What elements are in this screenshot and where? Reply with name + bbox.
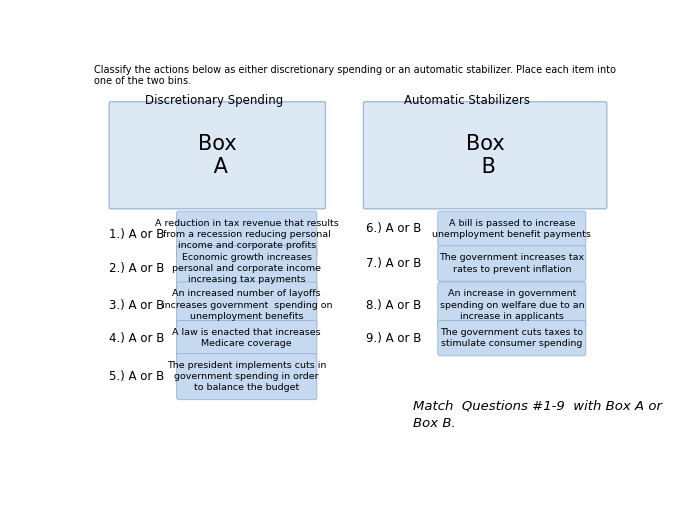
FancyBboxPatch shape [176,246,317,292]
Text: Economic growth increases
personal and corporate income
increasing tax payments: Economic growth increases personal and c… [172,253,321,284]
FancyBboxPatch shape [438,321,586,356]
Text: 5.) A or B: 5.) A or B [109,370,164,383]
Text: 8.) A or B: 8.) A or B [367,299,421,311]
Text: 4.) A or B: 4.) A or B [109,332,164,344]
Text: 3.) A or B: 3.) A or B [109,299,164,311]
Text: 2.) A or B: 2.) A or B [109,262,164,275]
Text: Automatic Stabilizers: Automatic Stabilizers [405,94,531,107]
FancyBboxPatch shape [176,354,317,400]
Text: A law is enacted that increases
Medicare coverage: A law is enacted that increases Medicare… [172,328,321,348]
Text: Classify the actions below as either discretionary spending or an automatic stab: Classify the actions below as either dis… [94,65,616,86]
FancyBboxPatch shape [176,282,317,328]
FancyBboxPatch shape [109,102,326,209]
Text: 7.) A or B: 7.) A or B [367,257,422,270]
Text: Match  Questions #1-9  with Box A or
Box B.: Match Questions #1-9 with Box A or Box B… [413,400,662,430]
FancyBboxPatch shape [176,321,317,356]
Text: 1.) A or B: 1.) A or B [109,228,164,241]
Text: A bill is passed to increase
unemployment benefit payments: A bill is passed to increase unemploymen… [433,219,592,239]
Text: A reduction in tax revenue that results
from a recession reducing personal
incom: A reduction in tax revenue that results … [155,218,339,250]
Text: The government increases tax
rates to prevent inflation: The government increases tax rates to pr… [440,253,584,273]
FancyBboxPatch shape [438,246,586,281]
FancyBboxPatch shape [438,211,586,246]
Text: The president implements cuts in
government spending in order
to balance the bud: The president implements cuts in governm… [167,361,326,392]
Text: Box
 B: Box B [466,134,505,177]
Text: 9.) A or B: 9.) A or B [367,332,422,344]
FancyBboxPatch shape [363,102,607,209]
Text: An increase in government
spending on welfare due to an
increase in applicants: An increase in government spending on we… [440,290,584,321]
Text: Box
 A: Box A [198,134,237,177]
Text: Discretionary Spending: Discretionary Spending [145,94,283,107]
FancyBboxPatch shape [438,282,586,328]
FancyBboxPatch shape [176,211,317,258]
Text: The government cuts taxes to
stimulate consumer spending: The government cuts taxes to stimulate c… [440,328,583,348]
Text: An increased number of layoffs
increases government  spending on
unemployment be: An increased number of layoffs increases… [162,290,332,321]
Text: 6.) A or B: 6.) A or B [367,223,422,235]
